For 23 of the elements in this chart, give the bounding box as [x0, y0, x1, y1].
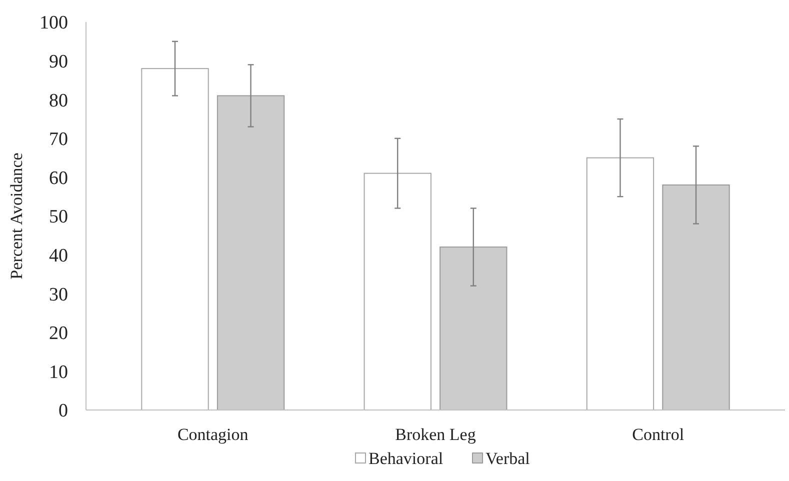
- bar: [141, 68, 209, 410]
- y-tick-label: 20: [49, 323, 68, 344]
- y-tick-label: 100: [40, 12, 68, 34]
- bar: [216, 95, 285, 410]
- bar: [662, 184, 730, 410]
- legend-label: Verbal: [486, 449, 530, 468]
- y-tick-label: 70: [49, 129, 68, 150]
- legend-label: Behavioral: [368, 449, 444, 468]
- bar: [586, 157, 654, 410]
- bar: [364, 172, 432, 410]
- y-tick-label: 40: [49, 245, 68, 266]
- y-tick-label: 90: [49, 51, 68, 72]
- y-tick-label: 60: [49, 168, 68, 189]
- y-tick-label: 10: [49, 362, 68, 383]
- bar: [440, 246, 508, 410]
- x-tick-label: Broken Leg: [395, 425, 476, 444]
- y-tick-label: 30: [49, 284, 68, 306]
- x-tick-label: Contagion: [177, 425, 249, 444]
- y-axis-title: Percent Avoidance: [7, 152, 26, 280]
- y-tick-label: 0: [58, 400, 68, 422]
- x-tick-label: Control: [632, 425, 684, 444]
- y-tick-label: 80: [49, 90, 68, 112]
- y-tick-label: 50: [49, 206, 68, 228]
